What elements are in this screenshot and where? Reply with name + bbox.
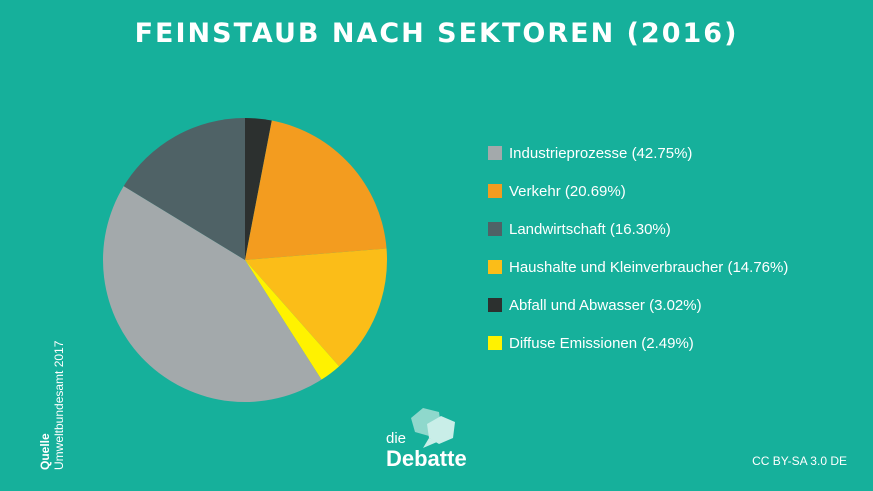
legend-swatch <box>488 260 502 274</box>
legend-swatch <box>488 336 502 350</box>
legend-label: Haushalte und Kleinverbraucher (14.76%) <box>509 258 789 276</box>
legend-swatch <box>488 222 502 236</box>
logo-small-text: die <box>386 430 407 447</box>
pie-slice <box>245 120 387 260</box>
logo-name: Debatte <box>386 446 467 471</box>
legend-item: Diffuse Emissionen (2.49%) <box>488 324 788 362</box>
pie-slice <box>245 248 387 367</box>
legend-swatch <box>488 146 502 160</box>
legend-item: Industrieprozesse (42.75%) <box>488 134 788 172</box>
legend-label: Abfall und Abwasser (3.02%) <box>509 296 702 314</box>
chart-legend: Industrieprozesse (42.75%) Verkehr (20.69… <box>488 134 788 362</box>
legend-item: Abfall und Abwasser (3.02%) <box>488 286 788 324</box>
license-text: CC BY-SA 3.0 DE <box>752 454 847 468</box>
legend-swatch <box>488 298 502 312</box>
chart-title: FEINSTAUB NACH SEKTOREN (2016) <box>134 18 739 49</box>
legend-item: Haushalte und Kleinverbraucher (14.76%) <box>488 248 788 286</box>
legend-label: Landwirtschaft (16.30%) <box>509 220 671 238</box>
legend-label: Verkehr (20.69%) <box>509 182 626 200</box>
pie-slice <box>123 118 245 260</box>
source-label: Quelle <box>38 433 52 470</box>
legend-label: Diffuse Emissionen (2.49%) <box>509 334 694 352</box>
pie-slice <box>245 118 272 260</box>
source-credit: Quelle Umweltbundesamt 2017 <box>38 341 66 470</box>
pie-chart <box>103 118 387 402</box>
legend-item: Landwirtschaft (16.30%) <box>488 210 788 248</box>
die-debatte-logo: die Debatte <box>383 408 493 478</box>
legend-swatch <box>488 184 502 198</box>
pie-slice <box>103 186 322 402</box>
pie-slice <box>245 260 340 380</box>
legend-label: Industrieprozesse (42.75%) <box>509 144 693 162</box>
legend-item: Verkehr (20.69%) <box>488 172 788 210</box>
source-value: Umweltbundesamt 2017 <box>52 340 66 470</box>
speech-bubbles-icon <box>411 408 455 448</box>
